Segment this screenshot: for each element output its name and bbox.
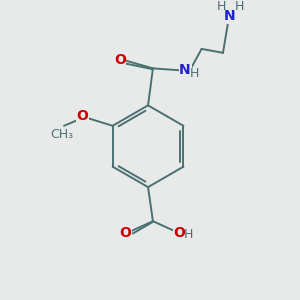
Text: H: H: [190, 67, 200, 80]
Text: H: H: [183, 228, 193, 241]
Text: O: O: [76, 109, 88, 123]
Text: O: O: [173, 226, 185, 240]
Text: H: H: [216, 0, 226, 13]
Text: CH₃: CH₃: [50, 128, 74, 141]
Text: H: H: [235, 0, 244, 13]
Text: O: O: [114, 52, 126, 67]
Text: N: N: [179, 63, 191, 77]
Text: N: N: [224, 9, 236, 23]
Text: O: O: [120, 226, 132, 240]
